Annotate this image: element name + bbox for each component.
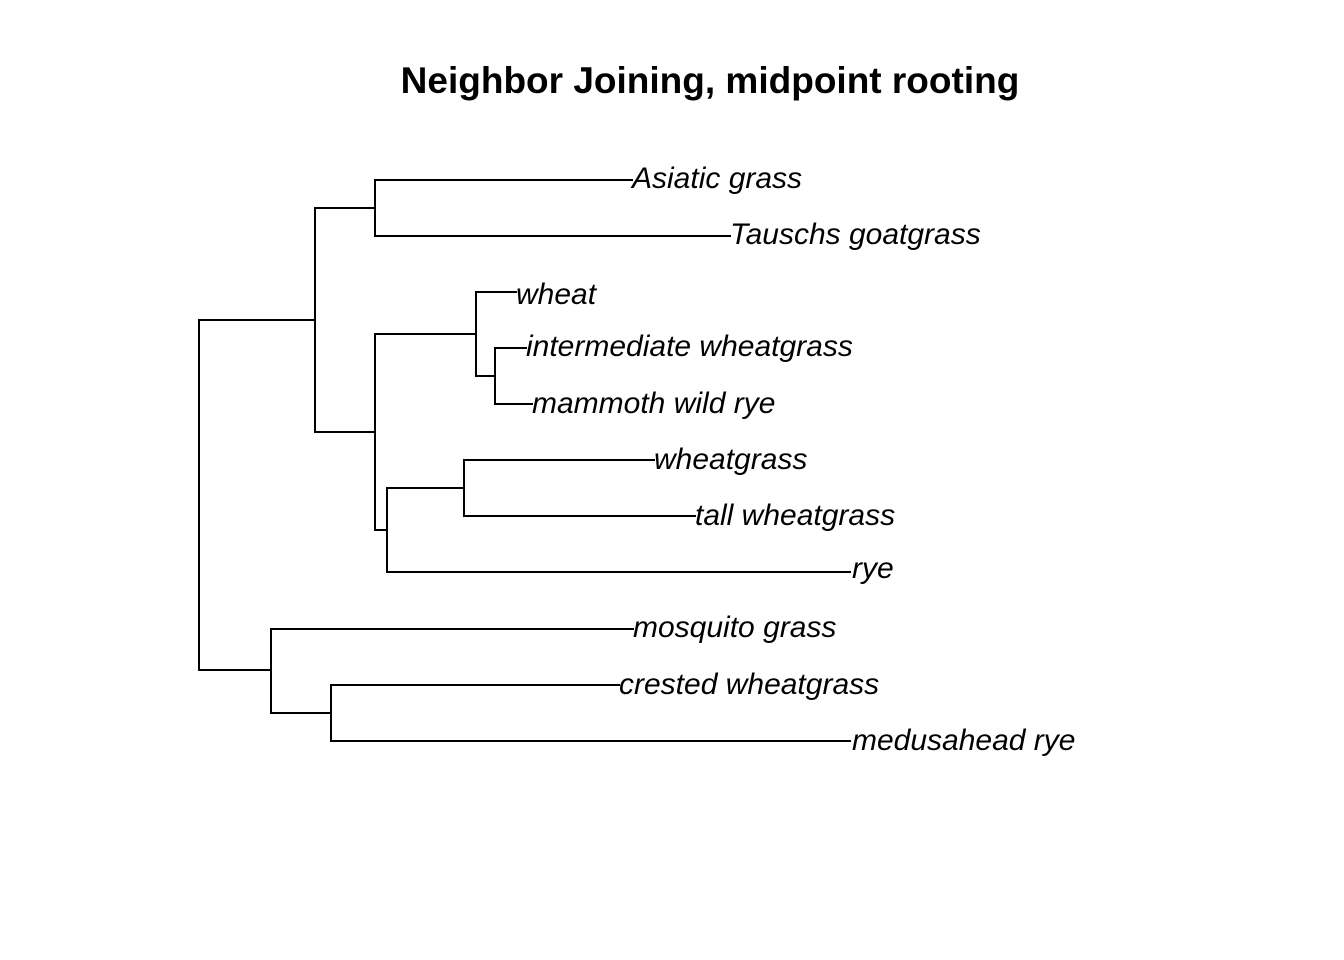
tip-label-wheat: wheat <box>516 278 598 311</box>
tree-branches <box>198 179 851 742</box>
tip-label-crested-wheatgrass: crested wheatgrass <box>619 668 879 701</box>
tip-label-intermediate-wheatgrass: intermediate wheatgrass <box>526 330 853 363</box>
tip-label-tall-wheatgrass: tall wheatgrass <box>695 499 895 532</box>
tip-label-wheatgrass: wheatgrass <box>654 443 807 476</box>
tip-label-rye: rye <box>852 552 894 585</box>
tip-label-asiatic-grass: Asiatic grass <box>630 162 802 195</box>
tip-labels: Asiatic grass Tauschs goatgrass wheat in… <box>516 162 1075 757</box>
figure-title: Neighbor Joining, midpoint rooting <box>401 60 1020 101</box>
tip-label-tauschs-goatgrass: Tauschs goatgrass <box>730 218 981 251</box>
tip-label-medusahead-rye: medusahead rye <box>852 724 1075 757</box>
tip-label-mosquito-grass: mosquito grass <box>633 611 836 644</box>
tip-label-mammoth-wild-rye: mammoth wild rye <box>532 387 775 420</box>
